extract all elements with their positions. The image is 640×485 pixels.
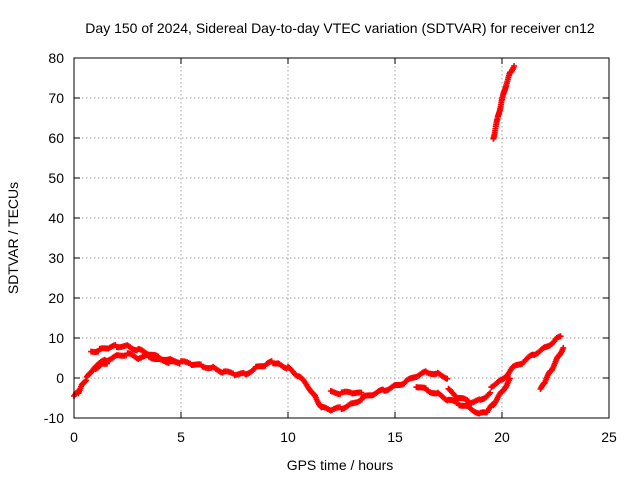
- y-tick-label: 60: [48, 130, 64, 146]
- y-tick-label: -10: [44, 410, 64, 426]
- data-series: [490, 63, 518, 142]
- data-series: [327, 388, 365, 398]
- y-tick-label: 30: [48, 250, 64, 266]
- data-point: [176, 360, 183, 367]
- data-layer: [71, 63, 567, 417]
- data-series: [537, 344, 567, 392]
- data-series: [413, 375, 513, 417]
- y-tick-label: 10: [48, 330, 64, 346]
- x-tick-label: 15: [387, 429, 403, 445]
- y-axis-label: SDTVAR / TECUs: [5, 182, 21, 294]
- chart-title: Day 150 of 2024, Sidereal Day-to-day VTE…: [85, 20, 595, 36]
- y-tick-label: 70: [48, 90, 64, 106]
- data-point: [82, 378, 89, 385]
- data-point: [487, 389, 494, 396]
- plot-frame: [73, 57, 610, 419]
- data-series: [92, 350, 183, 370]
- x-tick-label: 25: [601, 429, 617, 445]
- y-tick-label: 50: [48, 170, 64, 186]
- y-tick-label: 80: [48, 50, 64, 66]
- y-tick-label: 40: [48, 210, 64, 226]
- data-series: [488, 333, 564, 391]
- y-tick-label: 0: [56, 370, 64, 386]
- x-tick-label: 20: [494, 429, 510, 445]
- data-point: [560, 344, 567, 351]
- data-point: [557, 333, 564, 340]
- data-series: [445, 385, 494, 407]
- x-tick-label: 5: [177, 429, 185, 445]
- axis-layer: 0 5 10 15 20 25 -10 0 10 20 30 40 50 60 70 80: [44, 50, 617, 445]
- data-point: [358, 389, 365, 396]
- x-axis-label: GPS time / hours: [287, 457, 394, 473]
- x-tick-label: 0: [70, 429, 78, 445]
- data-point: [511, 63, 518, 69]
- y-tick-label: 20: [48, 290, 64, 306]
- x-tick-label: 10: [280, 429, 296, 445]
- data-point: [444, 375, 451, 382]
- grid-layer: [74, 58, 609, 418]
